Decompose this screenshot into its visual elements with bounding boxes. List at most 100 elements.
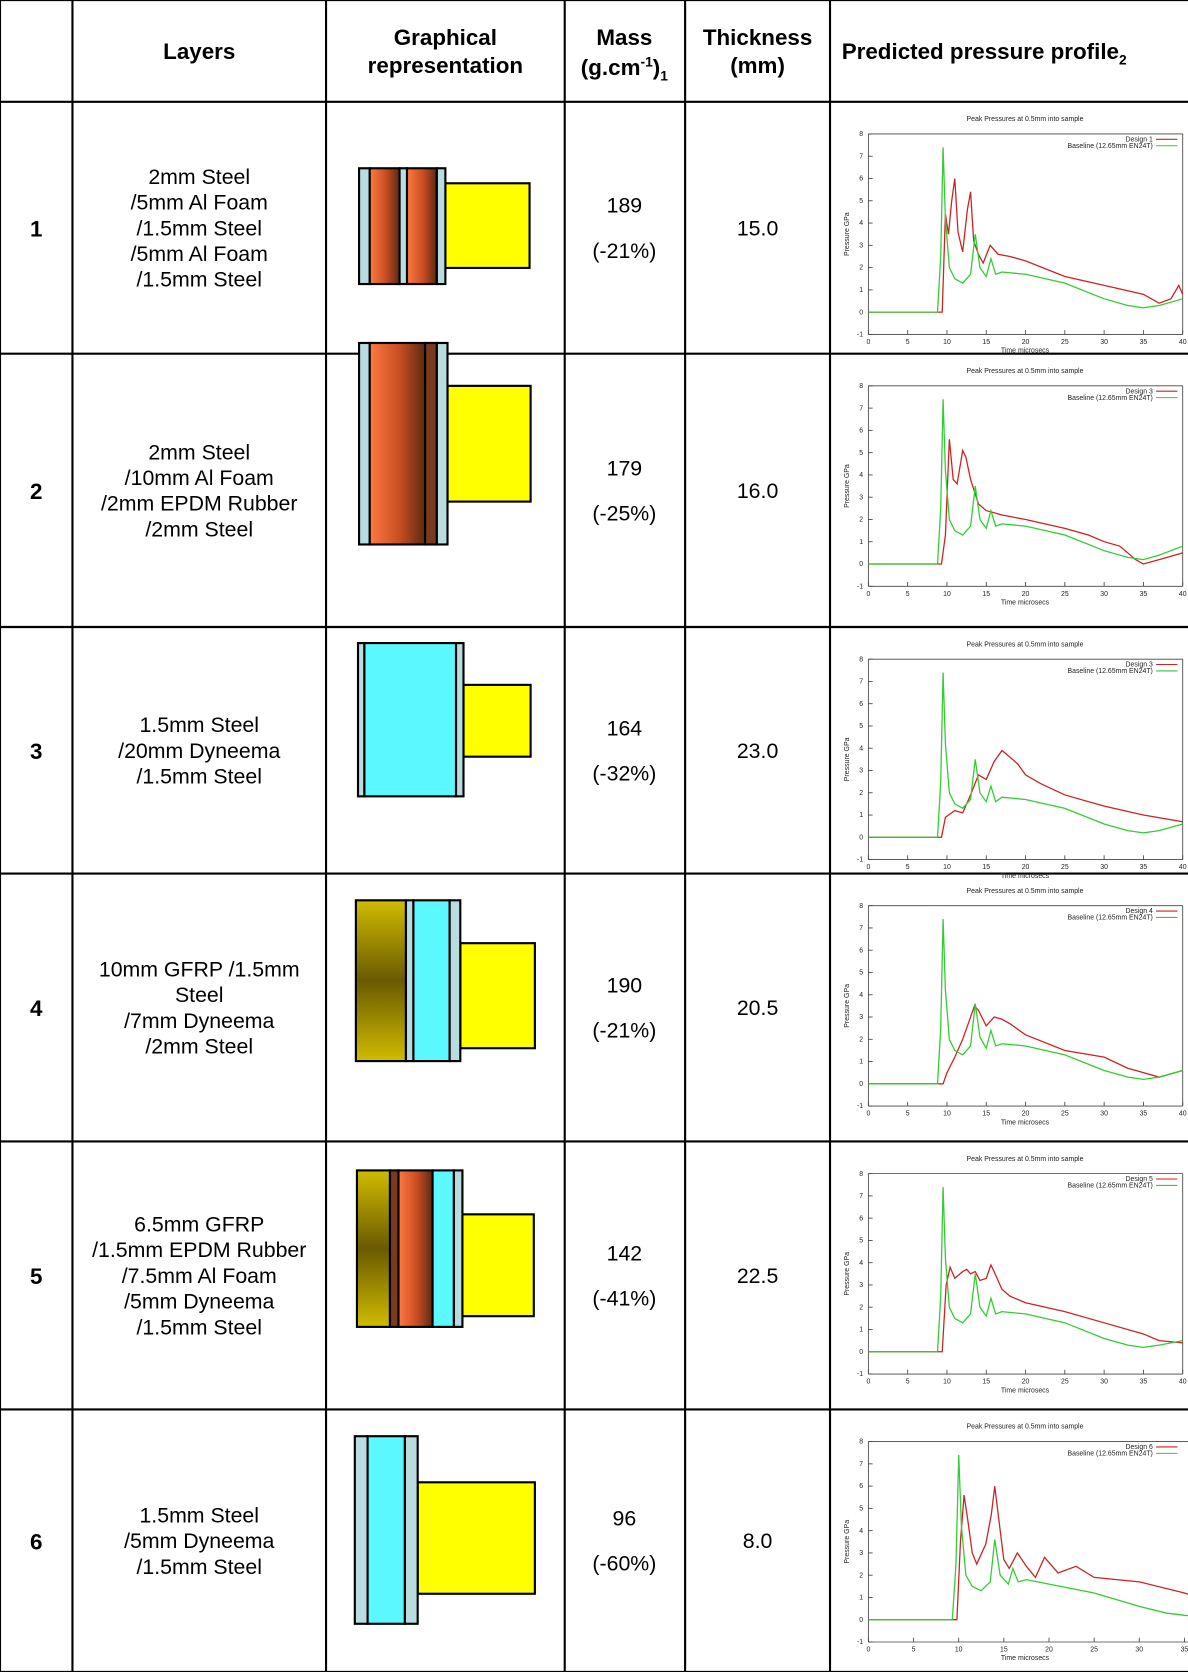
- y-tick-label: 3: [859, 1550, 863, 1557]
- x-tick-label: 40: [1179, 864, 1187, 871]
- layer-line: /5mm Dyneema: [124, 1529, 274, 1553]
- y-tick-label: 1: [859, 1327, 863, 1334]
- chart-title: Peak Pressures at 0.5mm into sample: [967, 1156, 1084, 1163]
- mass-change: (-21%): [592, 239, 656, 263]
- armour-layer: [425, 343, 437, 544]
- thickness: 22.5: [737, 1264, 778, 1288]
- x-tick-label: 20: [1022, 1379, 1030, 1386]
- y-tick-label: 6: [859, 947, 863, 954]
- chart-title: Peak Pressures at 0.5mm into sample: [967, 641, 1084, 648]
- x-tick-label: 0: [866, 591, 870, 598]
- layer-line: /1.5mm Steel: [137, 268, 262, 292]
- series-line: [868, 399, 1182, 564]
- mass-change: (-25%): [592, 501, 656, 525]
- y-tick-label: 5: [859, 1506, 863, 1513]
- y-tick-label: 4: [859, 1528, 863, 1535]
- layer-line: 2mm Steel: [148, 440, 250, 464]
- unit: (g.cm: [581, 55, 641, 80]
- layer-line: /20mm Dyneema: [118, 739, 280, 763]
- x-tick-label: 20: [1022, 339, 1030, 346]
- legend-label: Baseline (12.65mm EN24T): [1068, 395, 1153, 402]
- y-tick-label: 0: [859, 561, 863, 568]
- armour-layer: [398, 1170, 432, 1326]
- header-profile: Predicted pressure profile2: [842, 39, 1127, 67]
- y-tick-label: 0: [859, 1349, 863, 1356]
- unit-sub: 1: [660, 67, 668, 83]
- y-tick-label: 5: [859, 1238, 863, 1245]
- layer-line: 2mm Steel: [148, 165, 250, 189]
- x-tick-label: 35: [1140, 591, 1148, 598]
- series-line: [868, 179, 1182, 313]
- header-mass-unit: (g.cm-1)1: [581, 53, 668, 83]
- x-tick-label: 35: [1181, 1647, 1188, 1654]
- row-number: 6: [30, 1529, 42, 1554]
- armour-layer: [370, 343, 425, 544]
- target-block: [448, 386, 531, 502]
- table: Layers Graphical representation Mass (g.…: [0, 0, 1188, 1672]
- header-mass: Mass: [596, 25, 652, 50]
- x-tick-label: 30: [1100, 339, 1108, 346]
- mass-change: (-21%): [592, 1018, 656, 1042]
- y-tick-label: 4: [859, 992, 863, 999]
- y-tick-label: 8: [859, 1171, 863, 1178]
- x-tick-label: 30: [1100, 1379, 1108, 1386]
- y-tick-label: 2: [859, 1036, 863, 1043]
- header-graphical: Graphical: [394, 25, 497, 50]
- x-tick-label: 30: [1135, 1647, 1143, 1654]
- pressure-chart: Peak Pressures at 0.5mm into sample-1012…: [844, 1156, 1186, 1395]
- y-tick-label: 5: [859, 450, 863, 457]
- layer-line: /1.5mm Steel: [137, 216, 262, 240]
- x-tick-label: 25: [1061, 591, 1069, 598]
- y-tick-label: 6: [859, 1483, 863, 1490]
- x-axis-label: Time microsecs: [1001, 1119, 1050, 1126]
- x-tick-label: 5: [906, 1379, 910, 1386]
- y-axis-label: Pressure GPa: [844, 1252, 851, 1296]
- x-tick-label: 30: [1100, 591, 1108, 598]
- legend-label: Baseline (12.65mm EN24T): [1068, 143, 1153, 150]
- target-block: [462, 1214, 533, 1316]
- y-axis-label: Pressure GPa: [844, 984, 851, 1028]
- armour-layer: [407, 168, 437, 284]
- mass-change: (-32%): [592, 761, 656, 785]
- y-tick-label: 3: [859, 1014, 863, 1021]
- target-block: [460, 943, 535, 1048]
- row-number: 4: [30, 996, 43, 1021]
- armour-layer: [406, 900, 413, 1061]
- x-axis-label: Time microsecs: [1001, 1387, 1050, 1394]
- y-tick-label: 5: [859, 970, 863, 977]
- y-tick-label: 6: [859, 428, 863, 435]
- x-tick-label: 15: [1000, 1647, 1008, 1654]
- series-line: [868, 1187, 1182, 1352]
- legend-label: Baseline (12.65mm EN24T): [1068, 668, 1153, 675]
- target-block: [463, 685, 530, 757]
- y-tick-label: 6: [859, 176, 863, 183]
- x-axis-label: Time microsecs: [1001, 348, 1050, 355]
- header-layers: Layers: [163, 39, 235, 64]
- pressure-chart: Peak Pressures at 0.5mm into sample-1012…: [844, 888, 1186, 1127]
- x-tick-label: 15: [982, 591, 990, 598]
- x-tick-label: 20: [1022, 1111, 1030, 1118]
- thickness: 8.0: [743, 1529, 773, 1553]
- document: Layers Graphical representation Mass (g.…: [0, 0, 1188, 1672]
- y-tick-label: 1: [859, 1595, 863, 1602]
- thickness: 15.0: [737, 216, 779, 240]
- layer-line: /10mm Al Foam: [125, 466, 274, 490]
- y-tick-label: 8: [859, 1439, 863, 1446]
- layer-line: Steel: [175, 983, 224, 1007]
- armour-layer: [357, 1170, 390, 1326]
- y-tick-label: 0: [859, 309, 863, 316]
- armour-layer: [370, 168, 400, 284]
- x-tick-label: 25: [1061, 1379, 1069, 1386]
- armour-layer: [364, 643, 456, 796]
- header-thickness: Thickness: [703, 25, 812, 50]
- x-tick-label: 30: [1100, 1111, 1108, 1118]
- mass: 96: [613, 1507, 637, 1531]
- layer-line: /5mm Al Foam: [131, 190, 268, 214]
- armour-layer: [437, 168, 446, 284]
- y-tick-label: 5: [859, 198, 863, 205]
- x-tick-label: 0: [866, 1647, 870, 1654]
- y-tick-label: 8: [859, 383, 863, 390]
- y-tick-label: 1: [859, 539, 863, 546]
- layer-line: /1.5mm Steel: [137, 1555, 262, 1579]
- y-tick-label: 1: [859, 812, 863, 819]
